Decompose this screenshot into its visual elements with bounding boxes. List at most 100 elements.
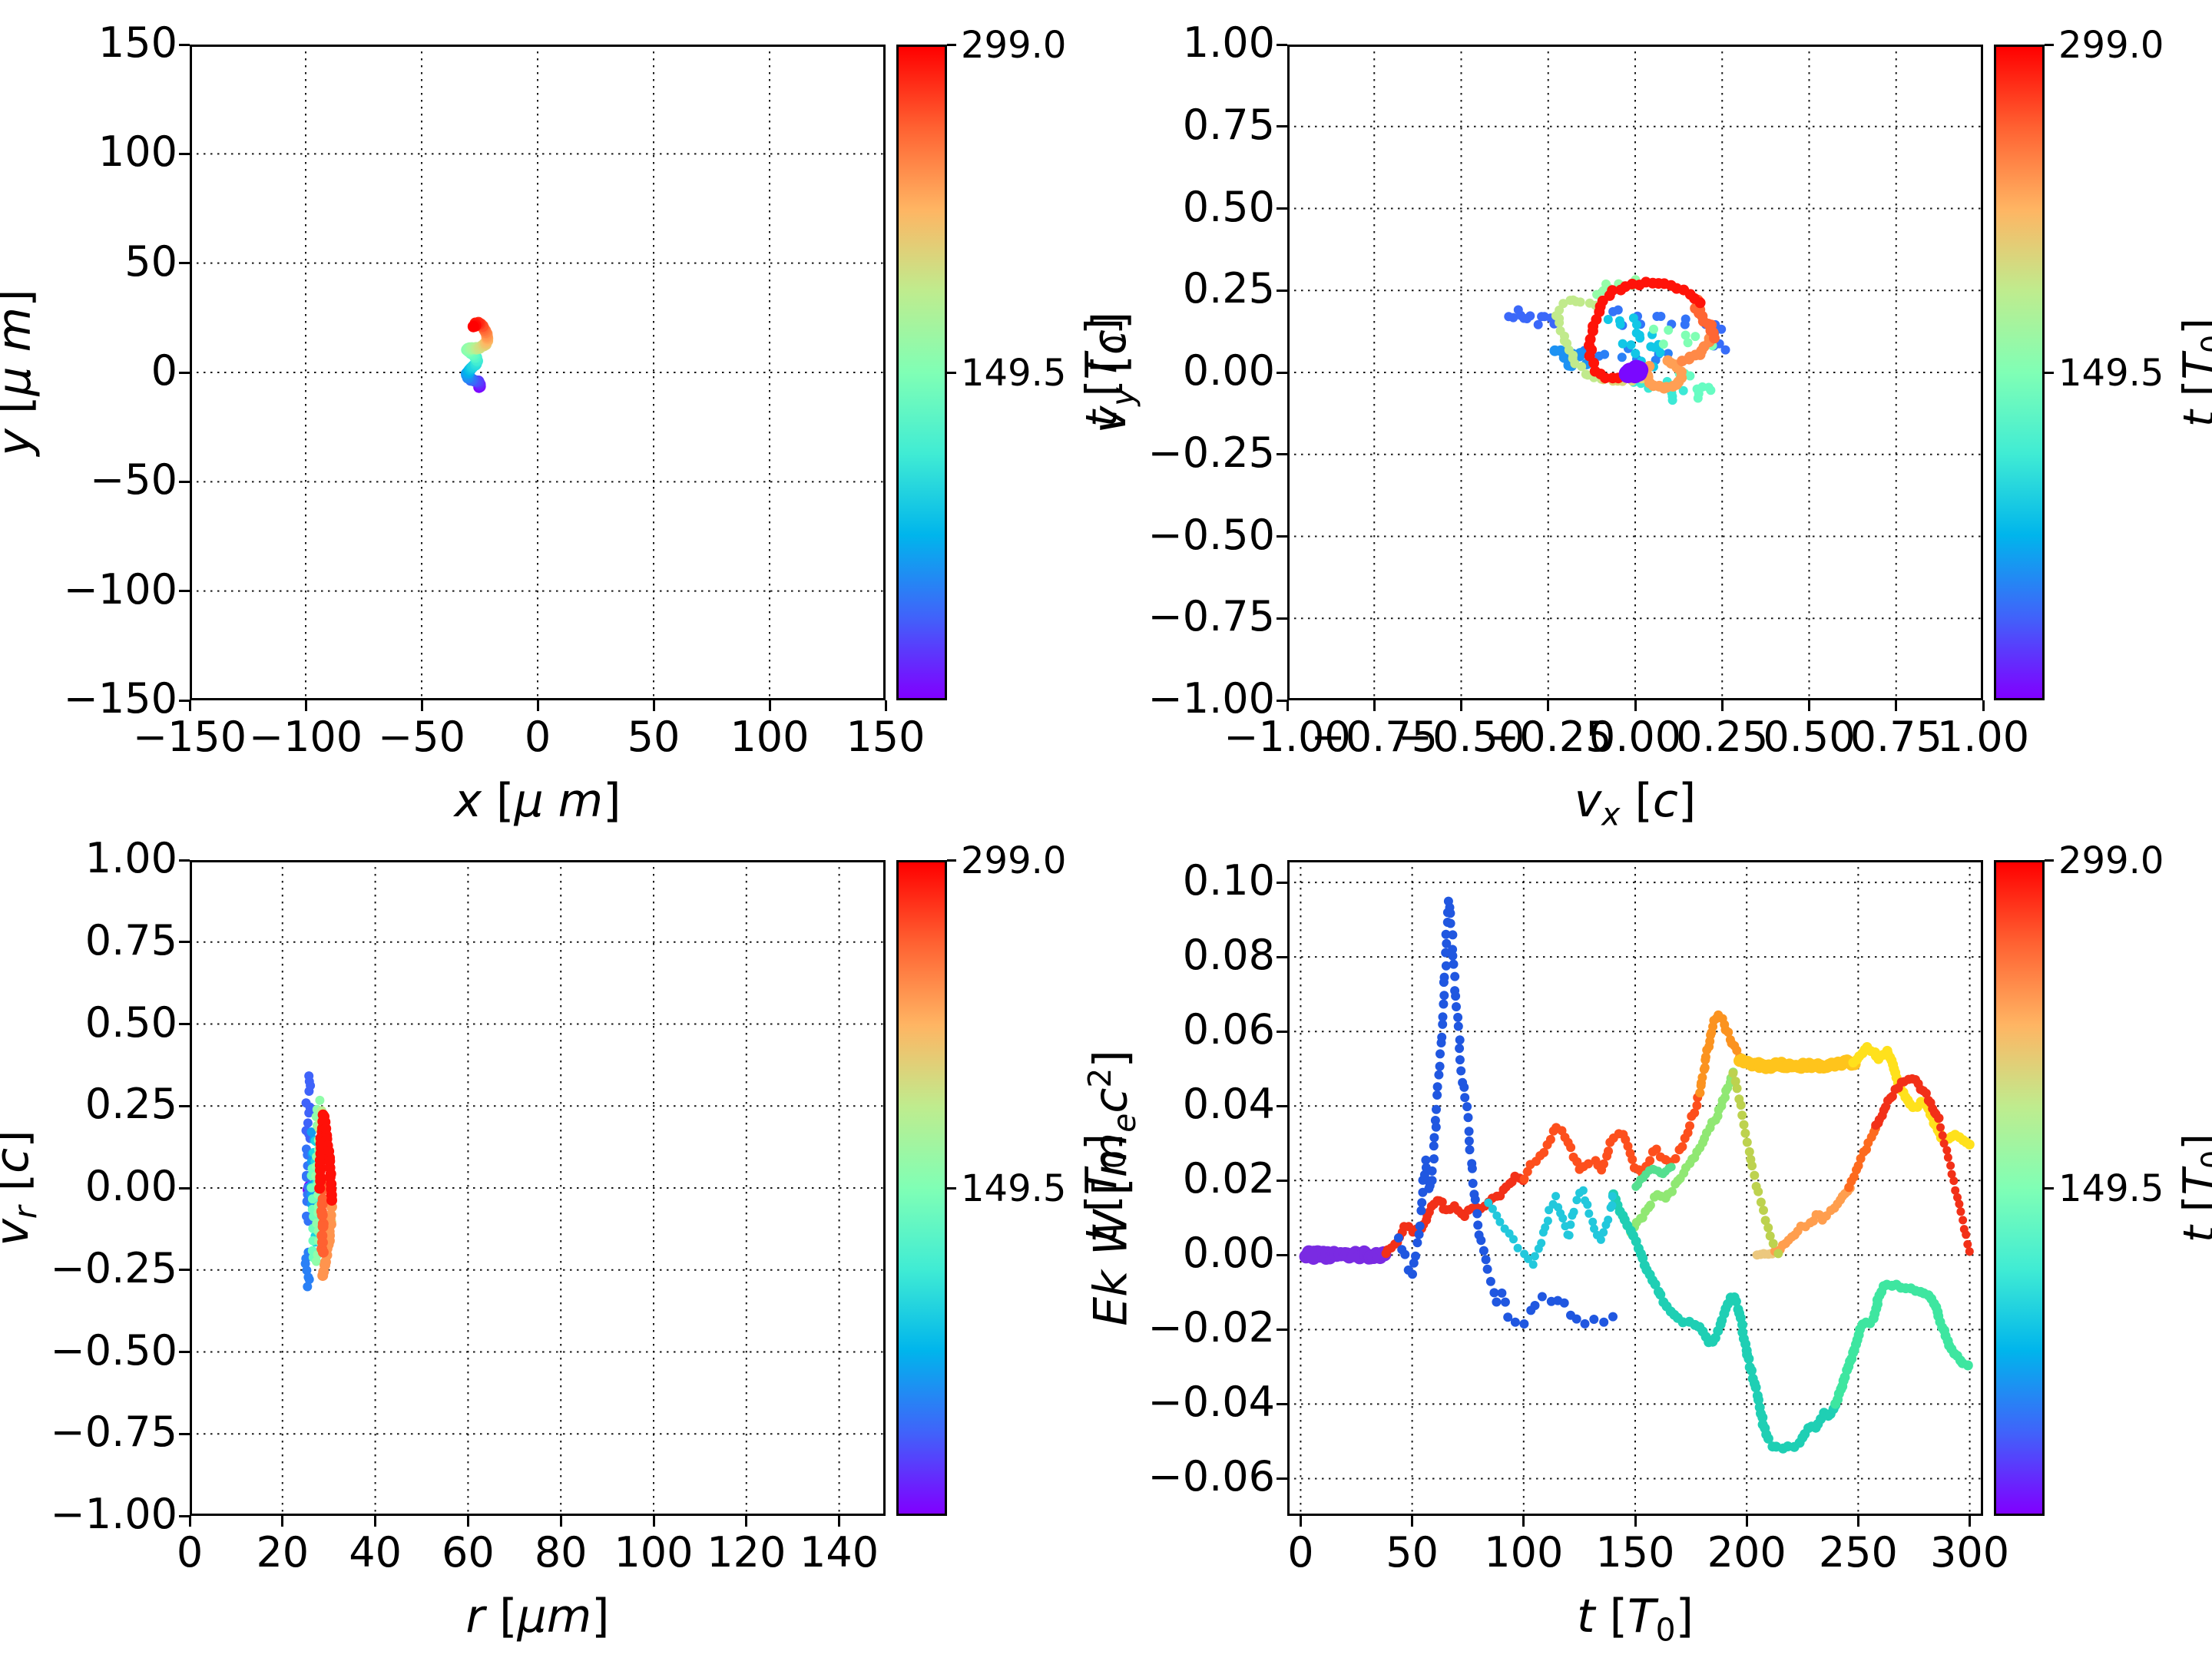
- plot-canvas-radial-phase-r-vr: [190, 860, 886, 1516]
- label-part: c: [1652, 774, 1678, 828]
- data-point: [1963, 1239, 1972, 1249]
- data-point: [1938, 1131, 1947, 1140]
- y-tick-label: −1.00: [1147, 674, 1275, 723]
- data-point: [1617, 352, 1627, 362]
- data-point: [1750, 1170, 1760, 1180]
- data-point: [1565, 1231, 1574, 1240]
- data-point: [1432, 1104, 1441, 1114]
- data-point: [1453, 1021, 1463, 1031]
- label-part: 0: [2195, 335, 2212, 353]
- y-tick-label: 0.25: [84, 1080, 177, 1129]
- y-tick-label: 1.00: [84, 834, 177, 882]
- label-part: y: [0, 429, 41, 456]
- label-part: μ m: [514, 774, 604, 828]
- x-tick-mark: [1286, 700, 1289, 711]
- data-point: [1559, 1298, 1569, 1308]
- data-point: [1489, 1288, 1499, 1298]
- data-point: [1965, 1247, 1974, 1256]
- data-point: [1429, 1133, 1439, 1143]
- data-point: [1427, 1176, 1437, 1186]
- plot-canvas-energy-vs-time: [1287, 860, 1983, 1516]
- label-part: t: [1576, 1590, 1595, 1643]
- data-point: [1760, 1216, 1770, 1226]
- y-axis-label-velocity-vx-vy: vy [c]: [1083, 312, 1141, 434]
- x-tick-mark: [1969, 1516, 1972, 1527]
- y-tick-label: −0.04: [1147, 1378, 1275, 1427]
- x-tick-label: 150: [846, 713, 926, 761]
- colorbar-mid-label: 149.5: [2058, 352, 2164, 395]
- x-tick-mark: [1547, 700, 1550, 711]
- label-part: 2: [1081, 1067, 1119, 1088]
- x-tick-label: 0.50: [1763, 713, 1856, 761]
- data-point: [1685, 1121, 1694, 1131]
- data-point: [1441, 961, 1451, 971]
- colorbar-max-label: 299.0: [961, 839, 1067, 882]
- data-point: [1730, 1077, 1740, 1087]
- data-point: [1753, 1186, 1763, 1196]
- label-part: [: [1594, 1590, 1628, 1643]
- data-point: [1677, 1142, 1687, 1152]
- data-point: [1455, 1044, 1465, 1054]
- x-tick-label: −100: [248, 713, 363, 761]
- data-point: [1417, 1198, 1427, 1208]
- y-tick-mark: [179, 941, 190, 944]
- y-tick-mark: [179, 590, 190, 593]
- x-tick-label: 0.25: [1676, 713, 1769, 761]
- plot-panel-trajectory-xy: [190, 45, 886, 700]
- data-point: [1513, 305, 1523, 315]
- y-tick-mark: [179, 1023, 190, 1025]
- data-point: [1464, 1136, 1474, 1146]
- data-point: [306, 1127, 316, 1137]
- y-tick-mark: [1277, 699, 1287, 702]
- data-point: [1730, 1296, 1741, 1307]
- x-tick-mark: [1808, 700, 1810, 711]
- data-point: [1578, 1186, 1588, 1195]
- y-tick-mark: [1277, 1104, 1287, 1107]
- data-point: [1667, 1163, 1676, 1172]
- data-point: [1700, 1063, 1710, 1073]
- y-tick-mark: [179, 43, 190, 46]
- data-point: [1737, 1110, 1747, 1120]
- label-part: c: [1084, 1087, 1138, 1113]
- data-point: [1510, 1317, 1520, 1327]
- data-point: [1962, 1230, 1971, 1239]
- data-point: [1757, 1412, 1768, 1423]
- data-point: [1537, 1292, 1547, 1302]
- data-point: [304, 1087, 314, 1096]
- y-tick-mark: [179, 480, 190, 483]
- data-point: [1704, 382, 1714, 392]
- data-point: [1594, 351, 1604, 361]
- data-point: [1695, 1088, 1705, 1098]
- data-point: [1662, 355, 1674, 366]
- y-tick-mark: [1277, 207, 1287, 210]
- data-point: [1756, 1197, 1766, 1207]
- y-tick-mark: [179, 1432, 190, 1435]
- x-tick-mark: [652, 1516, 655, 1527]
- x-axis-label-velocity-vx-vy: vx [c]: [1287, 774, 1983, 832]
- data-point: [1509, 1235, 1518, 1244]
- data-point: [1589, 1315, 1599, 1324]
- data-point: [1608, 306, 1618, 316]
- data-point: [1678, 385, 1688, 395]
- data-point: [1599, 1159, 1608, 1169]
- data-point: [1955, 1199, 1964, 1209]
- data-point: [1645, 1200, 1655, 1210]
- data-point: [1685, 371, 1695, 381]
- data-point: [1408, 1269, 1417, 1279]
- label-part: x: [454, 774, 482, 828]
- colorbar-tick-mark: [947, 371, 956, 374]
- y-tick-mark: [1277, 1253, 1287, 1256]
- data-point: [1608, 1201, 1617, 1210]
- colorbar-max-label: 299.0: [961, 24, 1067, 67]
- x-tick-label: 250: [1818, 1528, 1898, 1577]
- data-point: [1473, 1220, 1483, 1230]
- label-part: ]: [1084, 1050, 1138, 1068]
- x-tick-mark: [1895, 700, 1898, 711]
- data-point: [1421, 1155, 1431, 1165]
- data-point: [1600, 372, 1611, 384]
- colorbar-mid-label: 149.5: [2058, 1167, 2164, 1210]
- data-point: [1601, 279, 1611, 289]
- data-point: [1608, 1312, 1618, 1322]
- data-point: [1571, 1314, 1581, 1324]
- data-point: [1541, 1223, 1550, 1232]
